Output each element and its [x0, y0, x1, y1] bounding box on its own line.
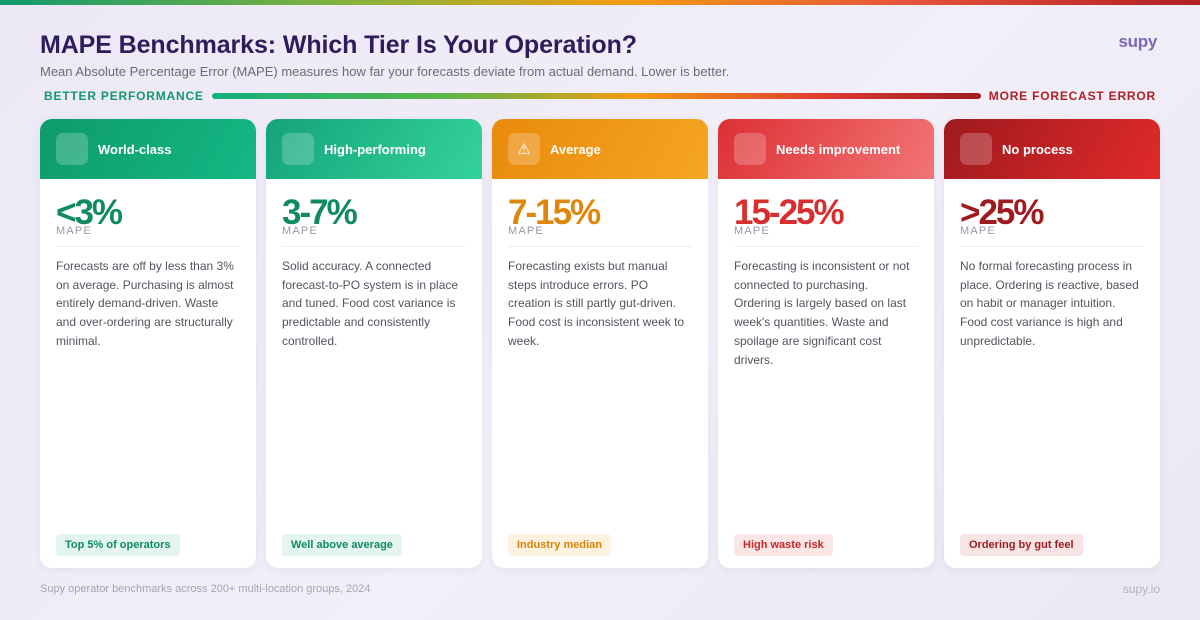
- tier-description: Forecasts are off by less than 3% on ave…: [56, 259, 234, 348]
- mape-label: MAPE: [282, 225, 318, 237]
- card-body: <3% MAPE Forecasts are off by less than …: [40, 194, 256, 351]
- tier-description: No formal forecasting process in place. …: [960, 259, 1139, 348]
- mape-value: <3%: [56, 193, 123, 232]
- brand-logo: supy: [1118, 32, 1158, 51]
- tier-card-no-process: No process >25% MAPE No formal forecasti…: [944, 119, 1160, 568]
- tier-card-high-performing: High-performing 3-7% MAPE Solid accuracy…: [266, 119, 482, 568]
- cross-circle-icon: [960, 133, 992, 165]
- mape-label: MAPE: [56, 225, 92, 237]
- divider: [282, 246, 466, 247]
- mape-label: MAPE: [960, 225, 996, 237]
- top-gradient-bar: [0, 0, 1200, 5]
- card-header: World-class: [40, 119, 256, 179]
- tier-badge: Ordering by gut feel: [960, 534, 1083, 556]
- tier-badge: Industry median: [508, 534, 611, 556]
- card-header: Needs improvement: [718, 119, 934, 179]
- tier-name: Needs improvement: [776, 141, 901, 157]
- tier-card-average: ⚠ Average 7-15% MAPE Forecasting exists …: [492, 119, 708, 568]
- scale-label-worse: MORE FORECAST ERROR: [988, 89, 1156, 103]
- card-body: >25% MAPE No formal forecasting process …: [944, 194, 1160, 351]
- card-body: 3-7% MAPE Solid accuracy. A connected fo…: [266, 194, 482, 351]
- tier-card-world-class: World-class <3% MAPE Forecasts are off b…: [40, 119, 256, 568]
- tier-description: Forecasting exists but manual steps intr…: [508, 259, 685, 348]
- card-header: High-performing: [266, 119, 482, 179]
- divider: [508, 246, 692, 247]
- source-note: Supy operator benchmarks across 200+ mul…: [40, 583, 371, 595]
- warning-icon: ⚠: [508, 133, 540, 165]
- tier-card-needs-improvement: Needs improvement 15-25% MAPE Forecastin…: [718, 119, 934, 568]
- site-link: supy.io: [1122, 582, 1160, 596]
- mape-value: 3-7%: [282, 193, 358, 232]
- tier-name: World-class: [98, 141, 172, 157]
- trophy-icon: [56, 133, 88, 165]
- card-header: ⚠ Average: [492, 119, 708, 179]
- card-header: No process: [944, 119, 1160, 179]
- tier-name: Average: [550, 141, 601, 157]
- tier-badge: Well above average: [282, 534, 402, 556]
- tier-badge: High waste risk: [734, 534, 833, 556]
- performance-scale-bar: [212, 93, 981, 99]
- divider: [56, 246, 240, 247]
- mape-value: >25%: [960, 193, 1045, 232]
- card-body: 15-25% MAPE Forecasting is inconsistent …: [718, 194, 934, 369]
- scale-label-better: BETTER PERFORMANCE: [44, 89, 204, 103]
- alert-circle-icon: [734, 133, 766, 165]
- tier-name: High-performing: [324, 141, 426, 157]
- divider: [960, 246, 1144, 247]
- mape-label: MAPE: [734, 225, 770, 237]
- tier-description: Forecasting is inconsistent or not conne…: [734, 259, 910, 367]
- divider: [734, 246, 918, 247]
- tier-name: No process: [1002, 141, 1073, 157]
- page-subtitle: Mean Absolute Percentage Error (MAPE) me…: [40, 64, 730, 79]
- mape-value: 7-15%: [508, 193, 601, 232]
- mape-value: 15-25%: [734, 193, 845, 232]
- tier-badge: Top 5% of operators: [56, 534, 180, 556]
- chart-up-icon: [282, 133, 314, 165]
- card-body: 7-15% MAPE Forecasting exists but manual…: [492, 194, 708, 351]
- tier-description: Solid accuracy. A connected forecast-to-…: [282, 259, 459, 348]
- page-title: MAPE Benchmarks: Which Tier Is Your Oper…: [40, 31, 637, 59]
- mape-label: MAPE: [508, 225, 544, 237]
